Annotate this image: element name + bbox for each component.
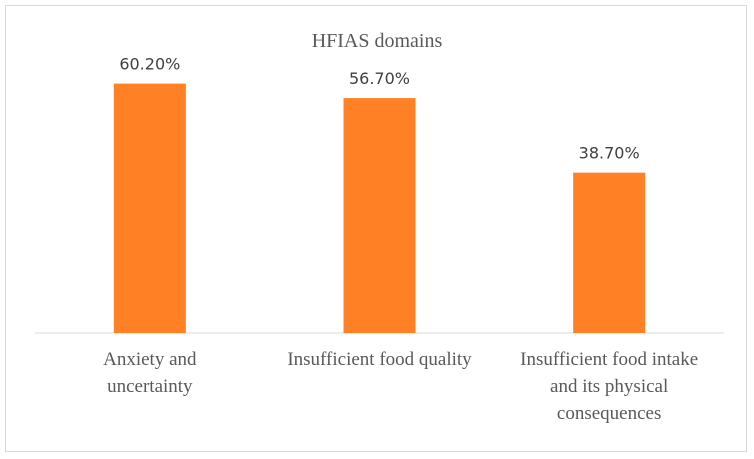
bar-3 [573,172,646,333]
data-label-3: 38.70% [579,144,640,163]
chart-title: HFIAS domains [311,30,443,52]
data-label-2: 56.70% [349,69,410,88]
data-label-1: 60.20% [119,55,180,74]
bar-2 [343,98,416,333]
category-label-2: Insufficient food quality [287,349,472,370]
bar-1 [113,83,186,333]
category-label-3: Insufficient food intake and its physica… [520,349,699,424]
category-label-1: Anxiety and uncertainty [103,349,197,397]
